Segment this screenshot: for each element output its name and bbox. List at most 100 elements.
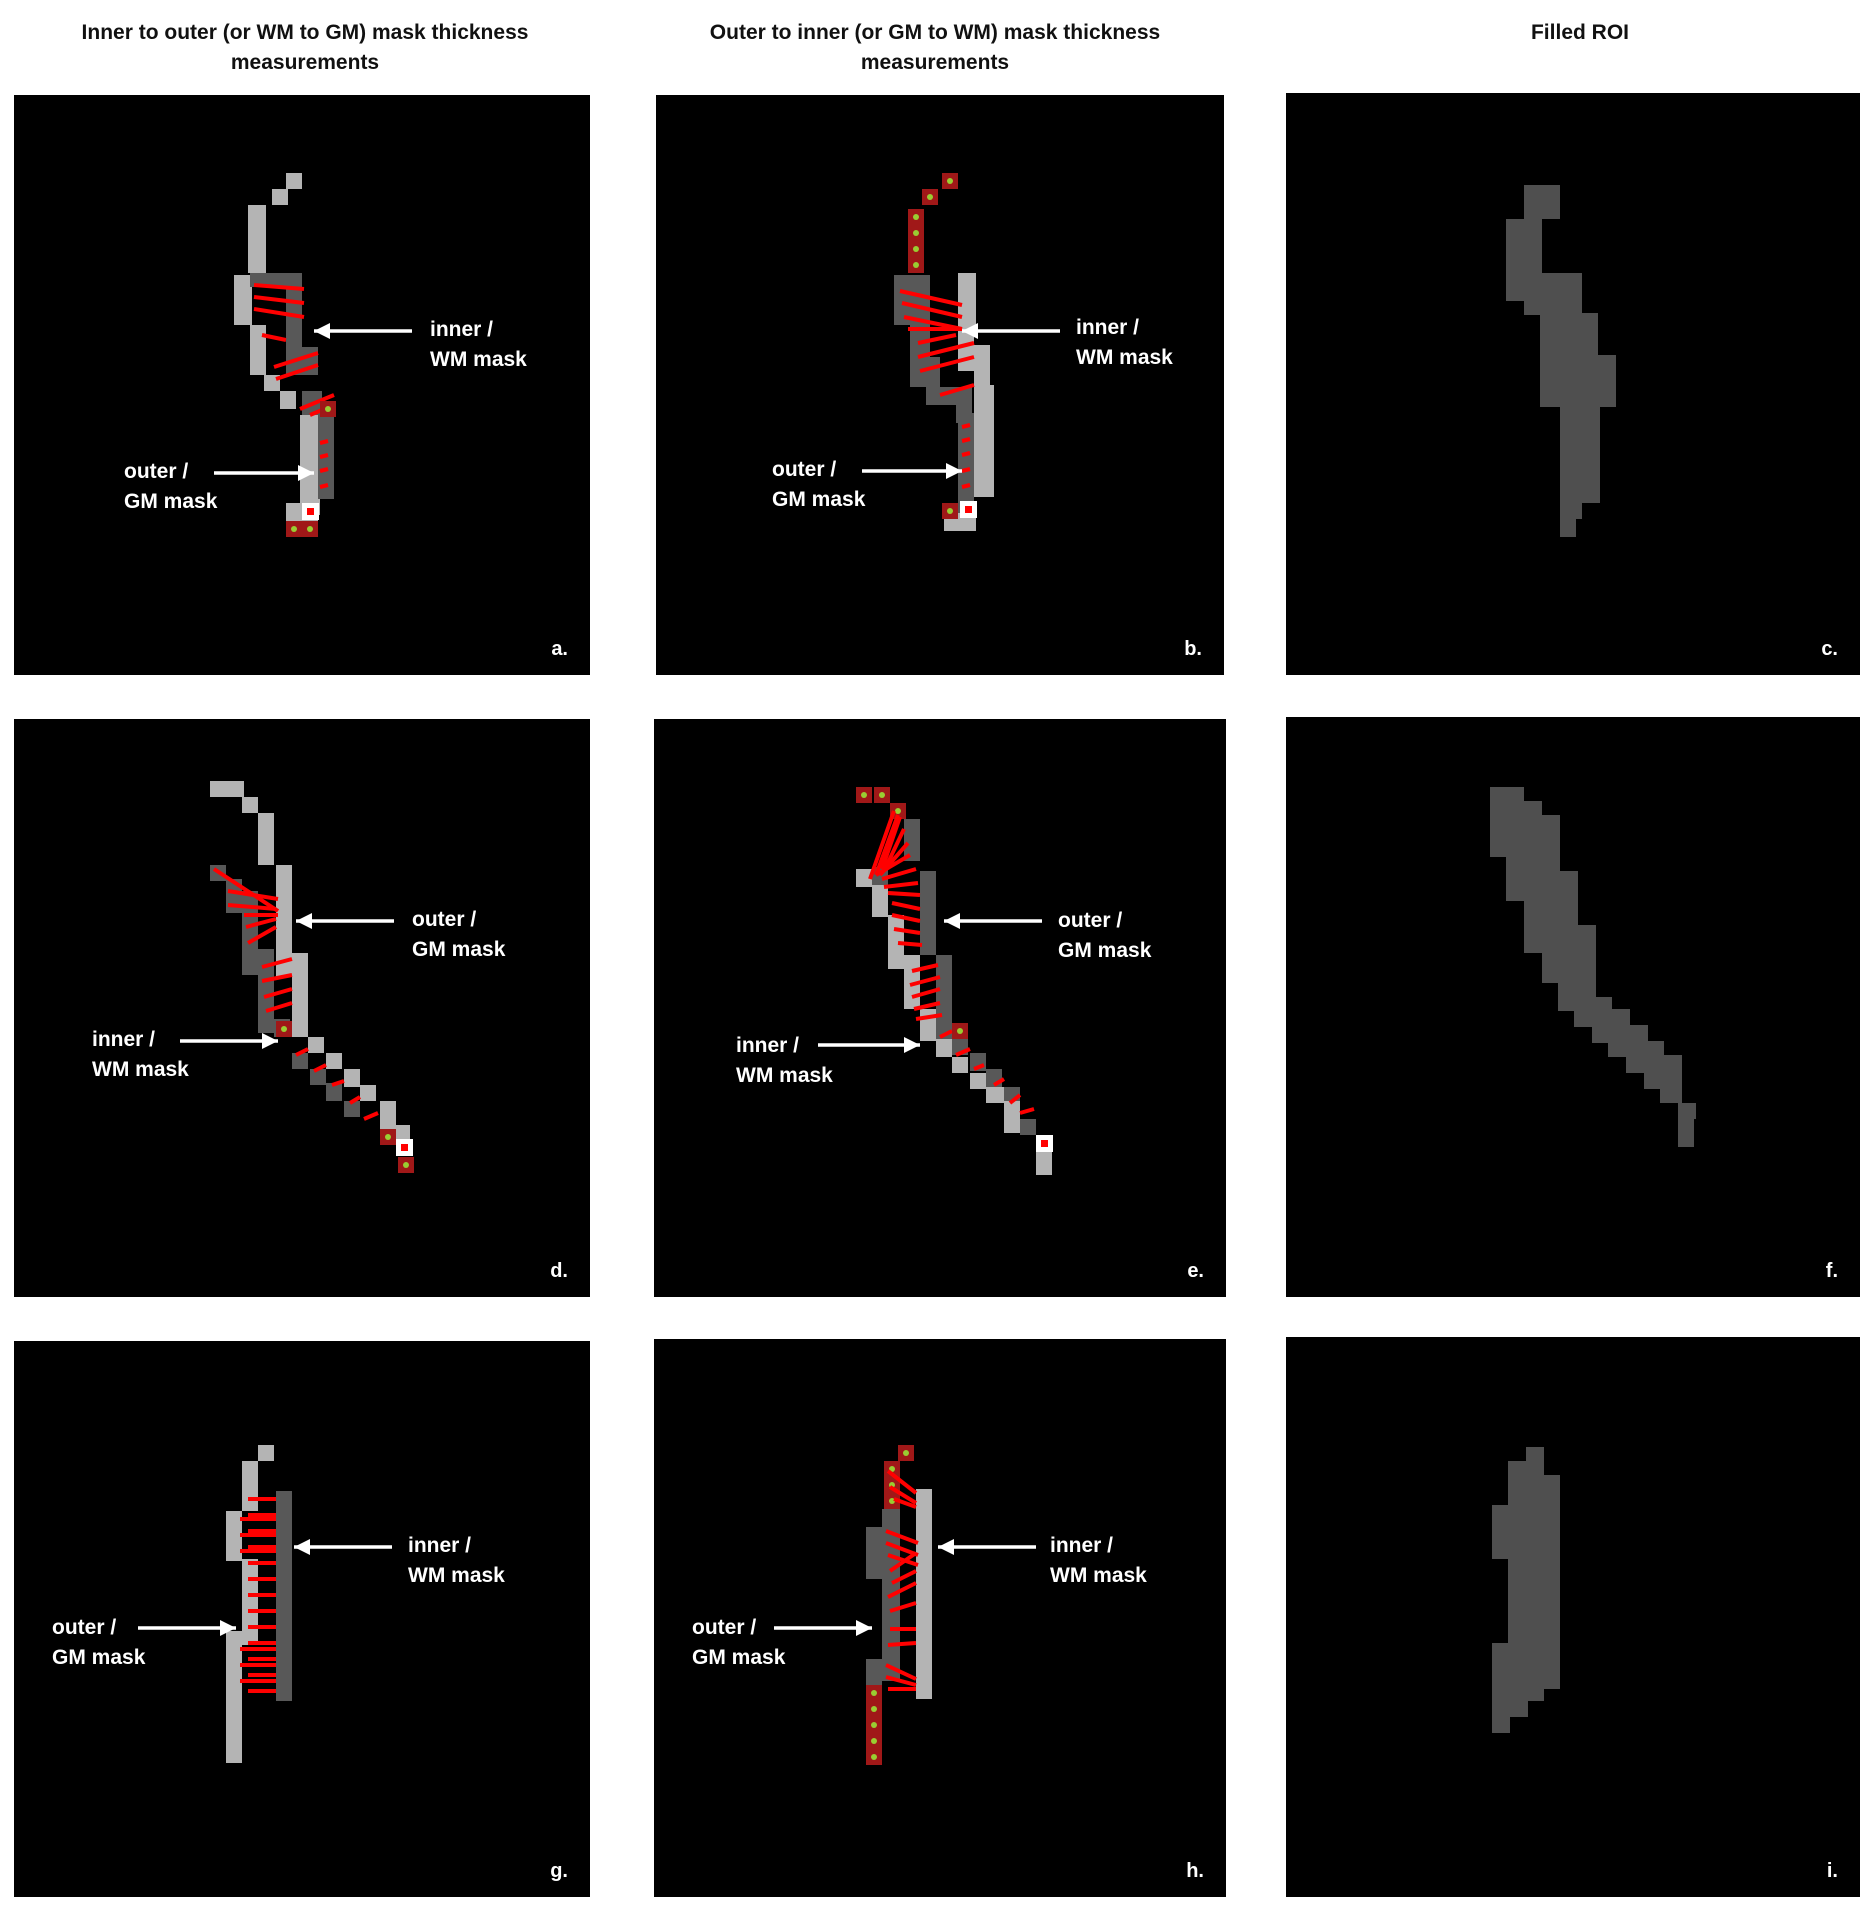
roi-voxel <box>1542 953 1596 983</box>
panel-letter: a. <box>551 638 568 660</box>
panel-g-figure <box>138 1445 392 1763</box>
label-inner: inner / <box>92 1028 156 1051</box>
measurement-line <box>891 1569 917 1585</box>
measurement-line <box>261 957 293 969</box>
measurement-line <box>897 941 923 947</box>
measurement-line <box>874 814 900 876</box>
measurement-line <box>883 881 919 889</box>
measurement-line <box>227 903 277 911</box>
label-gm-mask: GM mask <box>412 938 506 961</box>
roi-voxel <box>1560 501 1582 519</box>
label-gm-mask: GM mask <box>52 1646 146 1669</box>
roi-voxel <box>1558 981 1596 999</box>
roi-voxel <box>1490 787 1524 803</box>
panel-e-figure <box>818 787 1053 1175</box>
roi-voxel <box>1506 273 1582 301</box>
voxel-dot <box>871 1690 877 1696</box>
gm-voxel <box>958 335 974 371</box>
voxel-dot <box>947 508 953 514</box>
measurement-line <box>955 1047 971 1057</box>
voxel-dot <box>947 178 953 184</box>
wm-voxel <box>292 1053 308 1069</box>
roi-voxel <box>1558 997 1612 1011</box>
panel-c: c. <box>1286 93 1860 675</box>
gm-voxel <box>250 325 266 375</box>
label-gm-mask: GM mask <box>772 488 866 511</box>
gm-voxel <box>952 1057 968 1073</box>
roi-voxel <box>1508 1475 1560 1505</box>
roi-voxel <box>1524 899 1578 927</box>
label-wm-mask: WM mask <box>1050 1564 1147 1587</box>
arrow-head <box>298 465 314 481</box>
roi-voxel <box>1592 1025 1648 1043</box>
measurement-line <box>961 483 971 489</box>
panel-b: inner / WM mask outer / GM mask b. <box>656 95 1224 675</box>
panel-letter: i. <box>1826 1860 1838 1882</box>
gm-voxel <box>380 1101 396 1133</box>
measurement-line <box>961 423 971 429</box>
label-outer: outer / <box>692 1616 757 1639</box>
arrow-head <box>944 913 960 929</box>
label-wm-mask: WM mask <box>736 1064 833 1087</box>
measurement-line <box>319 439 329 445</box>
gm-voxel <box>248 205 266 273</box>
label-inner: inner / <box>1076 316 1140 339</box>
wm-voxel <box>344 1101 360 1117</box>
measurement-line <box>1008 1093 1022 1105</box>
arrow-head <box>262 1033 278 1049</box>
label-inner: inner / <box>736 1034 800 1057</box>
roi-voxel <box>1490 815 1560 857</box>
wm-voxel <box>286 273 302 341</box>
voxel-dot <box>957 1028 963 1034</box>
panel-letter: e. <box>1187 1260 1204 1282</box>
panel-h-figure <box>774 1445 1036 1765</box>
voxel-dot <box>895 808 901 814</box>
roi-voxel <box>1560 405 1600 503</box>
measurement-line <box>273 351 319 369</box>
panel-i-figure <box>1492 1447 1560 1733</box>
gm-voxel <box>872 885 888 917</box>
measurement-line <box>961 437 971 443</box>
voxel-dot <box>879 792 885 798</box>
measurement-line <box>263 987 293 999</box>
gm-voxel <box>1036 1147 1052 1175</box>
measurement-line <box>885 1529 919 1545</box>
measurement-line <box>911 987 941 999</box>
gm-voxel <box>986 1087 1004 1103</box>
measurement-line <box>319 467 329 473</box>
roi-voxel <box>1540 313 1598 357</box>
label-gm-mask: GM mask <box>124 490 218 513</box>
roi-voxel <box>1508 1461 1544 1477</box>
wm-voxel <box>276 1491 292 1701</box>
gm-voxel <box>292 953 308 1037</box>
wm-voxel <box>286 339 302 375</box>
panel-h: inner / WM mask outer / GM mask h. <box>654 1339 1226 1897</box>
voxel-dot <box>385 1134 391 1140</box>
panel-letter: h. <box>1186 1860 1204 1882</box>
arrow-head <box>962 323 978 339</box>
measurement-line <box>880 816 902 870</box>
roi-voxel <box>1608 1041 1664 1057</box>
roi-voxel <box>1492 1643 1560 1689</box>
arrow-head <box>220 1620 236 1636</box>
label-gm-mask: GM mask <box>1058 939 1152 962</box>
label-inner: inner / <box>430 318 494 341</box>
wm-voxel <box>310 1069 326 1085</box>
roi-voxel <box>1678 1117 1694 1147</box>
roi-voxel <box>1492 1505 1560 1559</box>
roi-voxel <box>1540 355 1616 407</box>
measurement-line <box>885 1675 917 1687</box>
label-outer: outer / <box>52 1616 117 1639</box>
measurement-line <box>893 1497 917 1509</box>
wm-voxel <box>326 1083 342 1101</box>
label-wm-mask: WM mask <box>430 348 527 371</box>
column-header-3: Filled ROI <box>1530 21 1629 44</box>
roi-voxel <box>1660 1087 1682 1103</box>
measurement-line <box>973 1063 985 1071</box>
roi-voxel <box>1526 1447 1544 1463</box>
end-voxel-core <box>401 1144 408 1151</box>
panel-a-figure <box>214 173 412 537</box>
measurement-line <box>1019 1107 1035 1115</box>
gm-voxel <box>360 1085 376 1101</box>
panel-a: inner / WM mask outer / GM mask a. <box>14 95 590 675</box>
